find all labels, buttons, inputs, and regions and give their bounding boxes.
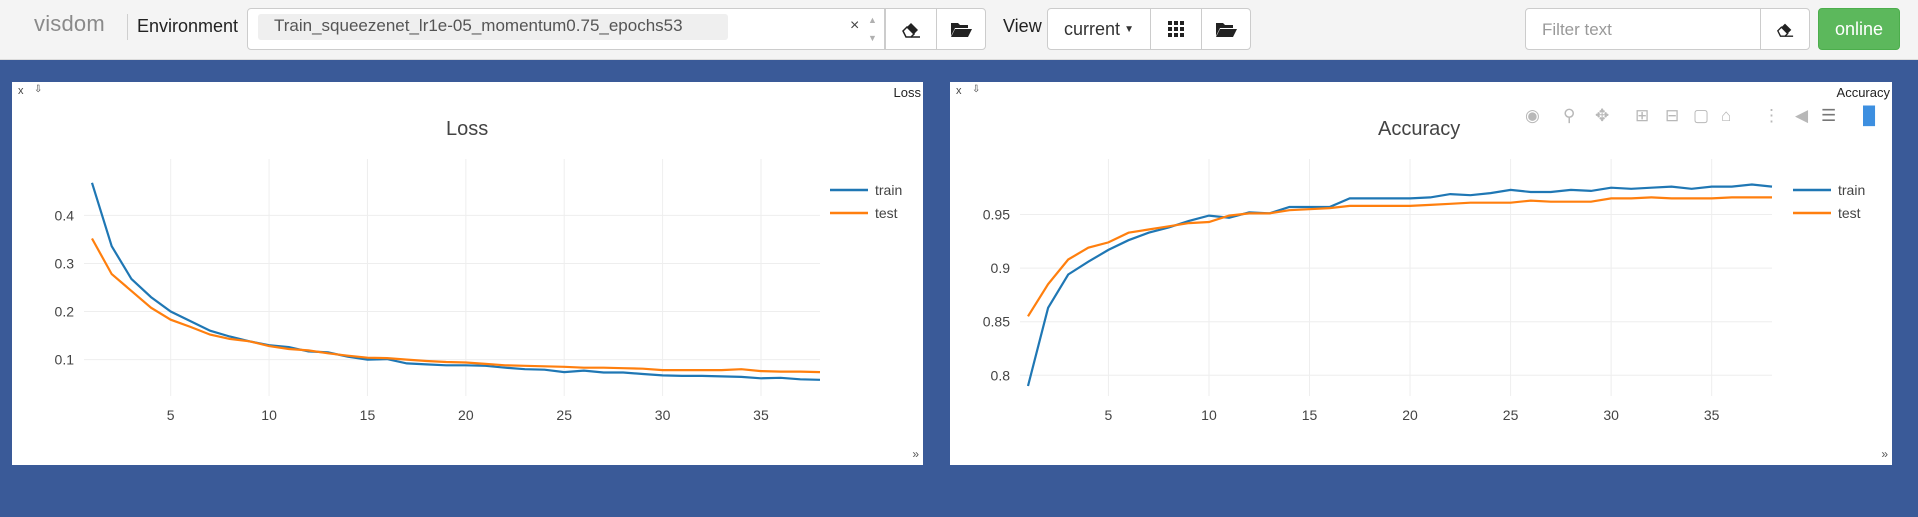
y-tick-label: 0.95	[983, 207, 1010, 223]
x-tick-label: 15	[360, 407, 376, 423]
autoscale-icon[interactable]: ▢	[1693, 106, 1710, 125]
loss-chart[interactable]: 5 10 15 20 25 30 35 0.1 0.2 0.3 0.4 train test	[12, 82, 923, 465]
environment-select[interactable]: Train_squeezenet_lr1e-05_momentum0.75_ep…	[247, 8, 885, 50]
home-icon[interactable]: ⌂	[1721, 106, 1732, 125]
folder-open-icon	[1216, 23, 1237, 37]
pane-header: x ⇩ Loss	[12, 82, 923, 100]
series-line-train[interactable]	[1026, 183, 1773, 387]
resize-handle-icon[interactable]: »	[1881, 447, 1888, 461]
folder-open-icon	[951, 23, 972, 37]
x-tick-label: 30	[1603, 407, 1619, 423]
accuracy-chart[interactable]: 5 10 15 20 25 30 35 0.8 0.85 0.9 0.95 train test	[950, 82, 1892, 465]
x-tick-label: 25	[556, 407, 572, 423]
environment-spinner[interactable]: ▲ ▼	[866, 13, 882, 47]
y-tick-label: 0.2	[55, 304, 75, 320]
x-tick-label: 35	[1704, 407, 1720, 423]
view-select-value: current	[1064, 18, 1121, 39]
chart-title: Loss	[446, 118, 489, 140]
legend-label-test[interactable]: test	[1838, 205, 1861, 221]
camera-icon[interactable]: ◉	[1525, 106, 1540, 125]
x-tick-label: 35	[753, 407, 769, 423]
eraser-icon	[902, 23, 920, 38]
environment-chip[interactable]: Train_squeezenet_lr1e-05_momentum0.75_ep…	[258, 14, 728, 40]
series-line-train[interactable]	[90, 182, 821, 381]
spinner-down-icon[interactable]: ▼	[868, 33, 877, 43]
x-tick-label: 25	[1503, 407, 1519, 423]
caret-down-icon: ▼	[1124, 23, 1134, 35]
y-tick-label: 0.4	[55, 207, 75, 223]
hover-closest-icon[interactable]: ◀	[1795, 106, 1809, 125]
clear-filter-button[interactable]	[1760, 8, 1810, 50]
view-label: View	[1003, 16, 1042, 36]
grid-icon	[1168, 21, 1184, 37]
series-line-test[interactable]	[91, 237, 821, 374]
chart-title: Accuracy	[1378, 118, 1461, 140]
eraser-icon	[1776, 23, 1794, 37]
download-pane-icon[interactable]: ⇩	[972, 84, 981, 95]
plotly-logo-icon[interactable]: █	[1863, 106, 1876, 125]
close-pane-icon[interactable]: x	[956, 85, 962, 97]
x-tick-label: 20	[1402, 407, 1418, 423]
x-tick-label: 15	[1302, 407, 1318, 423]
environment-chip-label: Train_squeezenet_lr1e-05_momentum0.75_ep…	[274, 16, 683, 35]
y-tick-label: 0.8	[991, 367, 1011, 383]
connection-status-button[interactable]: online	[1818, 8, 1900, 50]
repack-button[interactable]	[1150, 8, 1202, 50]
plot-modebar: ◉ ⚲ ✥ ⊞ ⊟ ▢ ⌂ ⋮ ◀ ☰ █	[1525, 106, 1887, 130]
hover-compare-icon[interactable]: ☰	[1821, 106, 1837, 125]
zoom-out-icon[interactable]: ⊟	[1665, 106, 1680, 125]
y-tick-label: 0.1	[55, 352, 75, 368]
view-select-button[interactable]: current ▼	[1047, 8, 1151, 50]
manage-views-button[interactable]	[1201, 8, 1251, 50]
legend-label-train[interactable]: train	[1838, 182, 1865, 198]
download-pane-icon[interactable]: ⇩	[34, 84, 43, 95]
brand-logo: visdom	[34, 11, 105, 36]
x-tick-label: 5	[167, 407, 175, 423]
close-pane-icon[interactable]: x	[18, 85, 24, 97]
x-tick-label: 20	[458, 407, 474, 423]
x-tick-label: 10	[261, 407, 277, 423]
plot-pane-accuracy[interactable]: x ⇩ Accuracy Accuracy 5 10 15 20 25 30 35 0.8 0.…	[950, 82, 1892, 465]
legend-label-test[interactable]: test	[875, 205, 898, 221]
navbar-divider	[127, 14, 128, 40]
spinner-up-icon[interactable]: ▲	[868, 15, 877, 25]
y-tick-label: 0.3	[55, 255, 75, 271]
clear-env-button[interactable]	[885, 8, 937, 50]
zoom-icon[interactable]: ⚲	[1563, 106, 1576, 125]
filter-input[interactable]: Filter text	[1525, 8, 1761, 50]
spike-lines-icon[interactable]: ⋮	[1763, 106, 1780, 125]
clear-environment-icon[interactable]: ×	[850, 17, 860, 34]
x-tick-label: 5	[1105, 407, 1113, 423]
manage-env-button[interactable]	[936, 8, 986, 50]
y-tick-label: 0.85	[983, 314, 1010, 330]
pane-header-title: Accuracy	[1836, 85, 1890, 100]
zoom-in-icon[interactable]: ⊞	[1635, 106, 1650, 125]
y-tick-label: 0.9	[991, 260, 1011, 276]
legend-label-train[interactable]: train	[875, 182, 902, 198]
resize-handle-icon[interactable]: »	[912, 447, 919, 461]
series-line-test[interactable]	[1027, 196, 1772, 317]
pane-header: x ⇩ Accuracy	[950, 82, 1892, 100]
top-navbar: visdom Environment Train_squeezenet_lr1e…	[0, 0, 1918, 60]
environment-label: Environment	[137, 16, 239, 36]
pane-header-title: Loss	[893, 85, 921, 100]
pan-icon[interactable]: ✥	[1595, 106, 1610, 125]
x-tick-label: 30	[655, 407, 671, 423]
plot-pane-loss[interactable]: x ⇩ Loss Loss 5 10 15 20 25 30 35 0.1 0.2 0.3 0.4 t…	[12, 82, 923, 465]
x-tick-label: 10	[1201, 407, 1217, 423]
